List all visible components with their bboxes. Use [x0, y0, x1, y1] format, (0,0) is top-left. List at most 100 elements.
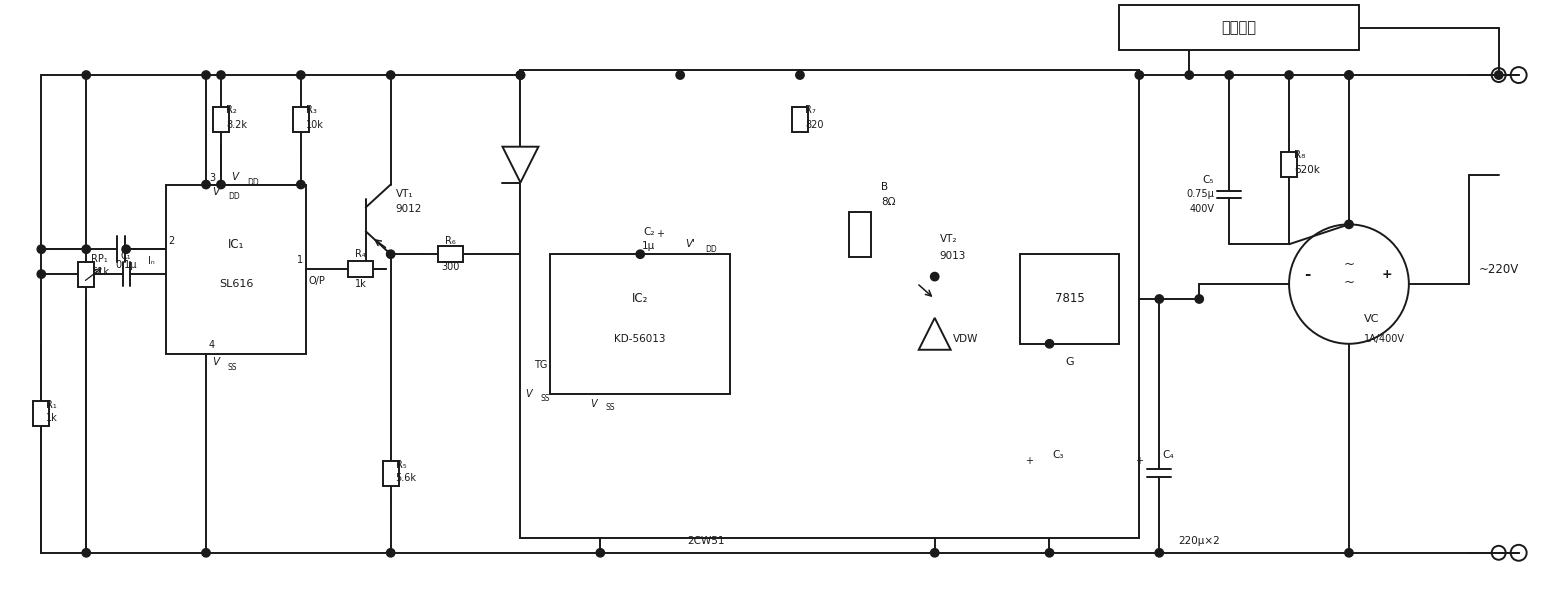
Text: VT₁: VT₁ [396, 189, 413, 200]
Text: R₄: R₄ [355, 249, 365, 259]
Text: V: V [231, 172, 237, 182]
Bar [348, 261, 373, 277]
Circle shape [1135, 71, 1144, 79]
Circle shape [1155, 295, 1164, 303]
Text: DD: DD [247, 178, 259, 187]
Circle shape [217, 181, 225, 189]
Text: Iₙ: Iₙ [148, 256, 154, 266]
Circle shape [387, 250, 395, 258]
Text: G: G [1066, 356, 1073, 366]
Text: 4: 4 [210, 340, 216, 350]
Text: 1k: 1k [46, 413, 59, 424]
Circle shape [517, 71, 524, 79]
Text: V: V [211, 187, 219, 197]
Bar [1281, 152, 1297, 177]
Polygon shape [919, 318, 951, 350]
Text: C₄: C₄ [1163, 450, 1173, 460]
Circle shape [1224, 71, 1234, 79]
Text: 1μ: 1μ [641, 241, 655, 251]
Text: 1k: 1k [355, 279, 367, 289]
Bar [1019, 254, 1119, 344]
Text: +: + [1135, 456, 1143, 466]
Text: 51k: 51k [91, 267, 109, 277]
Text: +: + [1382, 268, 1392, 280]
Text: VC: VC [1365, 314, 1379, 324]
Circle shape [1345, 549, 1354, 557]
Circle shape [1345, 71, 1354, 79]
Text: 8.2k: 8.2k [227, 120, 247, 130]
Text: V: V [211, 357, 219, 366]
Circle shape [202, 181, 210, 189]
Text: V': V' [685, 239, 695, 249]
Circle shape [202, 549, 210, 557]
Text: 8Ω: 8Ω [880, 197, 896, 207]
Text: R₁: R₁ [46, 400, 57, 410]
Circle shape [1155, 549, 1164, 557]
Text: C₃: C₃ [1053, 450, 1064, 460]
Text: 5.6k: 5.6k [396, 473, 416, 483]
Circle shape [122, 245, 131, 254]
Text: ~: ~ [1343, 276, 1354, 289]
Bar [79, 262, 94, 286]
Text: +: + [1025, 456, 1033, 466]
Text: 9012: 9012 [396, 204, 423, 214]
Circle shape [517, 71, 524, 79]
Circle shape [597, 549, 604, 557]
Circle shape [296, 71, 305, 79]
Text: DD: DD [228, 192, 239, 201]
Circle shape [1345, 71, 1354, 79]
Text: V: V [591, 399, 597, 409]
Text: 10k: 10k [305, 120, 324, 130]
Text: 0.1μ: 0.1μ [116, 260, 137, 270]
Bar [382, 461, 399, 486]
Text: V: V [526, 388, 532, 399]
Text: 220μ×2: 220μ×2 [1178, 536, 1220, 546]
Text: TG: TG [534, 359, 547, 369]
Text: 400V: 400V [1189, 204, 1214, 214]
Text: B: B [880, 182, 888, 192]
Text: R₇: R₇ [805, 105, 816, 115]
Text: R₅: R₅ [396, 460, 406, 470]
Text: 降温设备: 降温设备 [1221, 20, 1257, 35]
Circle shape [202, 71, 210, 79]
Text: SS: SS [540, 394, 550, 403]
Text: O/P: O/P [308, 276, 325, 286]
Text: VDW: VDW [953, 334, 978, 344]
Text: R₃: R₃ [305, 105, 316, 115]
Circle shape [1195, 295, 1203, 303]
Bar [167, 185, 305, 354]
Text: DD: DD [705, 245, 717, 254]
Text: 1A/400V: 1A/400V [1365, 334, 1405, 344]
Text: R₂: R₂ [227, 105, 237, 115]
Circle shape [635, 250, 645, 258]
Text: 2: 2 [168, 236, 174, 247]
Circle shape [1045, 340, 1053, 348]
Text: 2CW51: 2CW51 [688, 536, 725, 546]
Circle shape [1186, 71, 1194, 79]
Text: SS: SS [606, 403, 615, 412]
Text: C₂: C₂ [643, 228, 655, 238]
Text: 620k: 620k [1294, 165, 1320, 175]
Text: -: - [1305, 267, 1311, 282]
Text: 9013: 9013 [939, 251, 967, 261]
Text: SL616: SL616 [219, 279, 253, 289]
Text: SS: SS [228, 363, 237, 372]
Circle shape [1045, 549, 1053, 557]
Text: IC₂: IC₂ [632, 292, 649, 305]
Circle shape [82, 245, 91, 254]
Circle shape [82, 549, 91, 557]
Polygon shape [503, 147, 538, 182]
Text: 300: 300 [441, 262, 460, 272]
Circle shape [387, 549, 395, 557]
Bar [34, 401, 49, 426]
Text: 7815: 7815 [1055, 292, 1084, 305]
Circle shape [930, 273, 939, 281]
Text: +: + [657, 229, 665, 239]
Circle shape [1345, 220, 1354, 229]
Bar [213, 108, 228, 132]
Circle shape [796, 71, 803, 79]
Circle shape [1494, 71, 1503, 79]
Bar [438, 247, 463, 262]
Circle shape [37, 245, 46, 254]
Bar [521, 70, 1140, 538]
